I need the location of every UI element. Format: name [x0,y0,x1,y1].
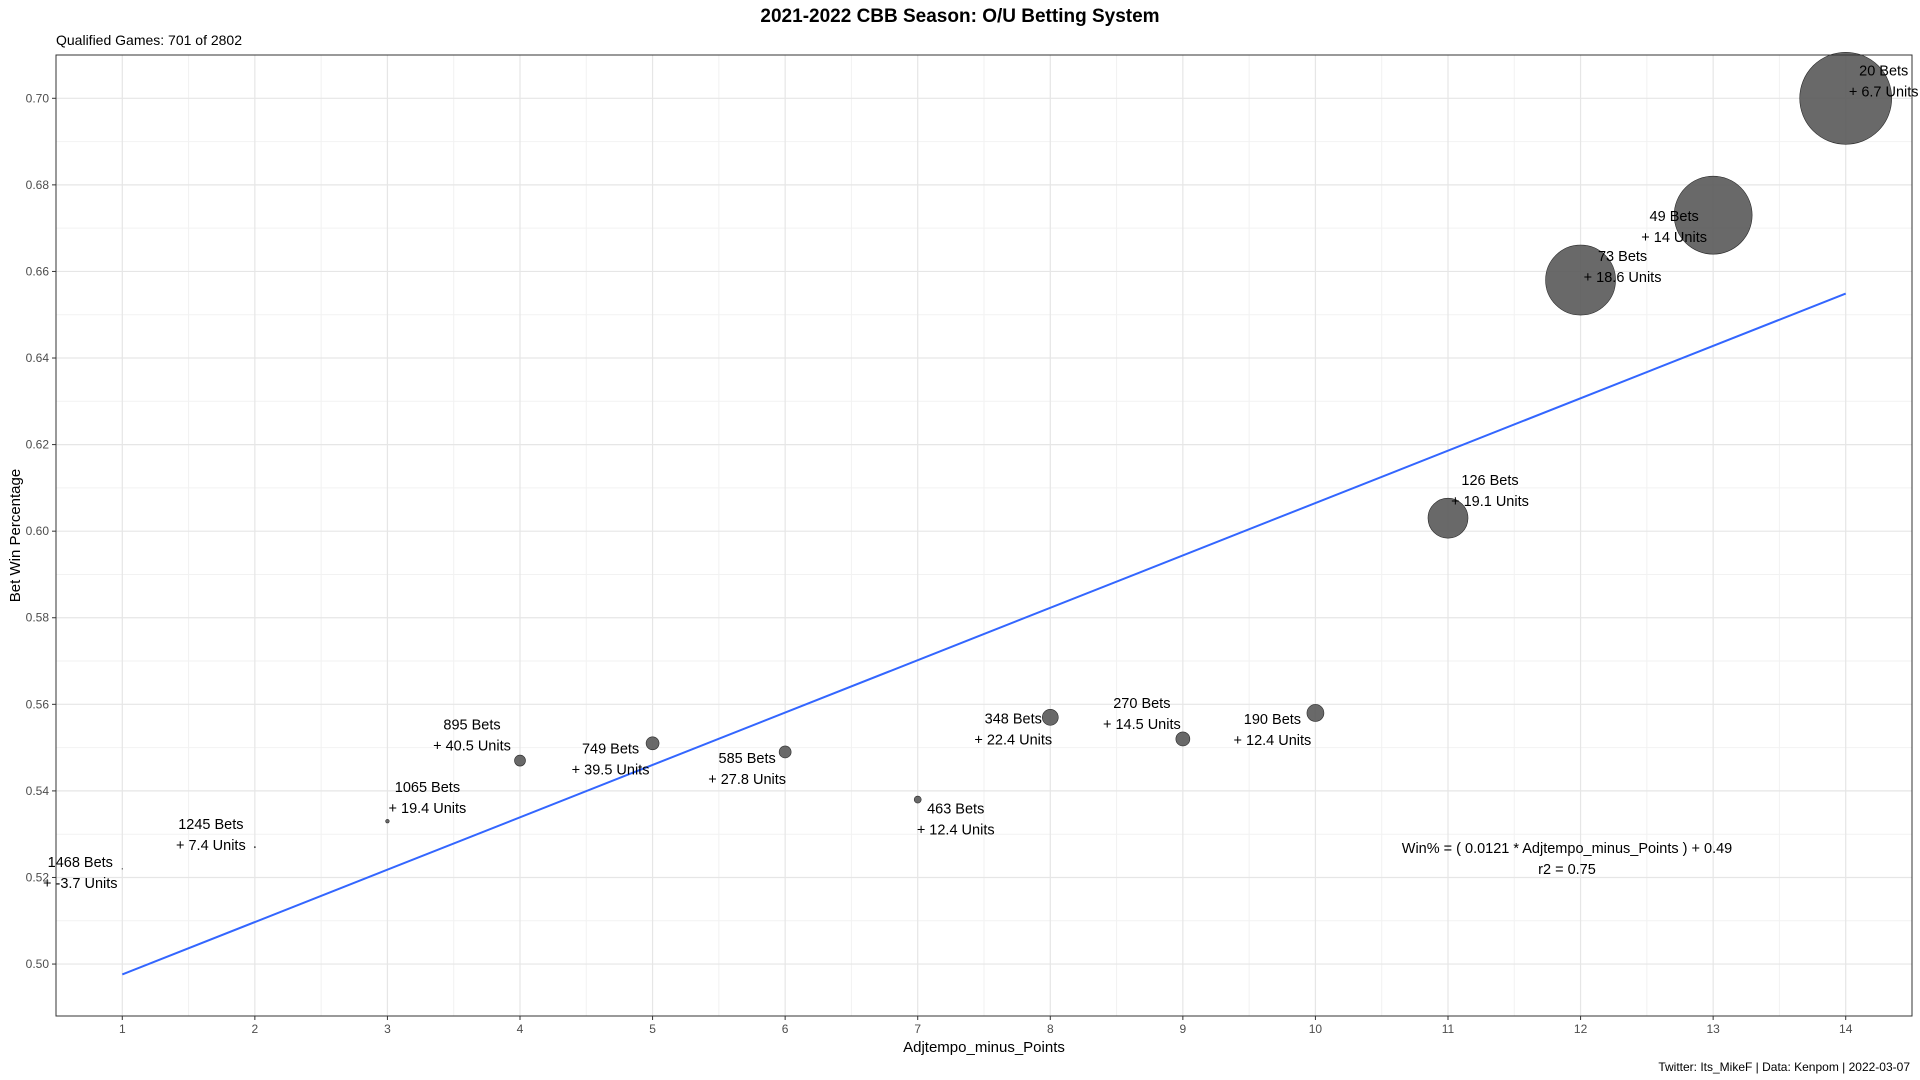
y-tick-label: 0.66 [26,264,50,278]
data-point [1306,704,1325,722]
point-label-bets: 1065 Bets [395,780,460,796]
point-label-units: + 27.8 Units [708,772,786,788]
point-label-units: + 7.4 Units [176,838,246,854]
point-label-bets: 1468 Bets [48,855,113,871]
chart-title: 2021-2022 CBB Season: O/U Betting System [760,6,1160,27]
x-axis-title: Adjtempo_minus_Points [903,1039,1065,1056]
y-tick-label: 0.68 [26,178,50,192]
point-label-units: + 12.4 Units [1234,733,1312,749]
data-point [1041,709,1059,726]
data-point [385,819,390,824]
x-tick-label: 1 [119,1022,126,1036]
x-tick-label: 6 [782,1022,789,1036]
data-point [1673,175,1753,255]
x-tick-label: 14 [1839,1022,1853,1036]
point-label-bets: 20 Bets [1859,63,1908,79]
x-tick-label: 12 [1574,1022,1588,1036]
point-label-bets: 463 Bets [927,802,984,818]
y-tick-label: 0.64 [26,351,50,365]
x-tick-label: 5 [649,1022,656,1036]
r-squared-label: r2 = 0.75 [1538,862,1596,878]
x-tick-label: 10 [1309,1022,1323,1036]
point-label-units: + 19.1 Units [1451,494,1529,510]
data-point [645,736,660,751]
axes-layer: 1 2 3 4 5 6 7 8 9 10 11 12 13 140.500.520.540.560.580… [26,91,1853,1036]
y-tick-label: 0.54 [26,784,50,798]
chart-subtitle: Qualified Games: 701 of 2802 [56,32,243,48]
data-point [913,795,922,804]
point-label-bets: 895 Bets [443,718,500,734]
point-label-bets: 73 Bets [1598,249,1647,265]
x-tick-label: 2 [252,1022,259,1036]
x-tick-label: 3 [384,1022,391,1036]
point-label-bets: 1245 Bets [178,817,243,833]
x-tick-label: 4 [517,1022,524,1036]
point-label-units: + 12.4 Units [917,823,995,839]
point-label-units: + 6.7 Units [1849,84,1919,100]
y-tick-label: 0.70 [26,91,50,105]
points-layer [121,51,1893,870]
y-tick-label: 0.58 [26,611,50,625]
point-label-units: + 39.5 Units [572,762,650,778]
data-point [121,868,123,870]
data-point [253,846,256,849]
chart-caption: Twitter: Its_MikeF | Data: Kenpom | 2022… [1658,1060,1910,1074]
point-label-bets: 749 Bets [582,741,639,757]
point-label-bets: 190 Bets [1244,712,1301,728]
x-tick-label: 13 [1706,1022,1720,1036]
trendline-layer [121,292,1847,976]
regression-equation: Win% = ( 0.0121 * Adjtempo_minus_Points … [1402,841,1732,857]
data-point [1175,731,1191,747]
trendline [121,292,1847,976]
x-tick-label: 8 [1047,1022,1054,1036]
y-tick-label: 0.60 [26,524,50,538]
point-label-bets: 348 Bets [985,711,1042,727]
point-label-units: + 14 Units [1641,230,1707,246]
data-point [1799,51,1893,145]
point-label-bets: 49 Bets [1650,209,1699,225]
point-label-units: + 18.6 Units [1584,270,1662,286]
point-label-bets: 126 Bets [1461,473,1518,489]
data-point [1545,244,1616,316]
y-tick-label: 0.50 [26,957,50,971]
point-label-units: + 40.5 Units [433,739,511,755]
x-tick-label: 9 [1180,1022,1187,1036]
grid-layer [55,55,1913,1016]
x-tick-label: 7 [914,1022,921,1036]
panel-border [55,54,1913,1017]
point-label-units: + 19.4 Units [389,801,467,817]
y-tick-label: 0.62 [26,438,50,452]
data-point [1427,497,1469,539]
point-label-units: + -3.7 Units [43,876,118,892]
point-label-bets: 585 Bets [719,751,776,767]
point-label-units: + 22.4 Units [974,732,1052,748]
data-point [778,745,792,759]
y-tick-label: 0.52 [26,870,50,884]
y-tick-label: 0.56 [26,697,50,711]
point-label-bets: 270 Bets [1113,696,1170,712]
point-label-units: + 14.5 Units [1103,717,1181,733]
x-tick-label: 11 [1442,1022,1455,1036]
data-point [514,754,526,767]
y-axis-title: Bet Win Percentage [7,469,24,602]
point-labels-layer: 1468 Bets + -3.7 Units 1245 Bets + 7.4 Unit… [43,63,1919,892]
